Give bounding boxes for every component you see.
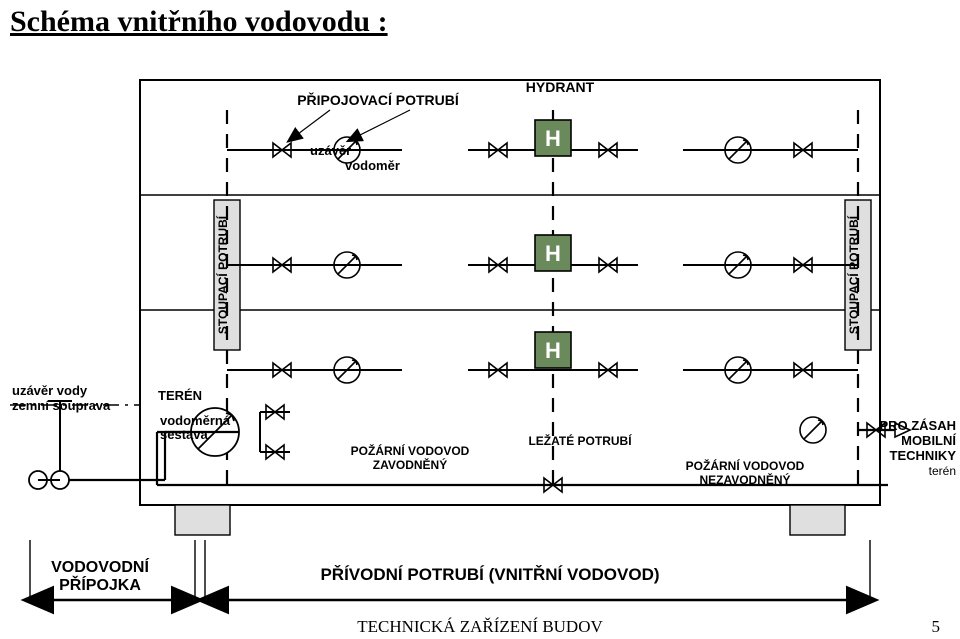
svg-text:TERÉN: TERÉN [158,388,202,403]
svg-text:vodoměr: vodoměr [345,158,400,173]
svg-text:5: 5 [932,617,941,636]
svg-text:PŘIPOJOVACÍ POTRUBÍ: PŘIPOJOVACÍ POTRUBÍ [297,91,460,108]
svg-text:PŘÍPOJKA: PŘÍPOJKA [59,575,141,594]
svg-text:H: H [545,241,561,266]
svg-text:terén: terén [929,464,956,478]
diagram-svg: STOUPACÍ POTRUBÍSTOUPACÍ POTRUBÍ HHH HYD… [0,0,960,639]
svg-text:POŽÁRNÍ VODOVOD: POŽÁRNÍ VODOVOD [686,458,805,473]
svg-text:TECHNICKÁ ZAŘÍZENÍ BUDOV: TECHNICKÁ ZAŘÍZENÍ BUDOV [357,617,603,636]
svg-text:TECHNIKY: TECHNIKY [890,448,957,463]
svg-text:sestava: sestava [160,427,208,442]
svg-text:uzávěr: uzávěr [310,143,351,158]
svg-text:MOBILNÍ: MOBILNÍ [901,433,956,448]
svg-text:POŽÁRNÍ VODOVOD: POŽÁRNÍ VODOVOD [351,443,470,458]
svg-text:PRO ZÁSAH: PRO ZÁSAH [879,418,956,433]
svg-text:H: H [545,126,561,151]
svg-text:HYDRANT: HYDRANT [526,79,595,95]
svg-text:PŘÍVODNÍ POTRUBÍ (VNITŘNÍ VODO: PŘÍVODNÍ POTRUBÍ (VNITŘNÍ VODOVOD) [320,565,659,584]
svg-text:vodoměrná: vodoměrná [160,413,231,428]
svg-text:NEZAVODNĚNÝ: NEZAVODNĚNÝ [699,472,790,487]
svg-text:VODOVODNÍ: VODOVODNÍ [51,557,149,576]
building-box [140,80,880,505]
svg-text:H: H [545,338,561,363]
svg-text:uzávěr vody: uzávěr vody [12,383,88,398]
svg-text:ZAVODNĚNÝ: ZAVODNĚNÝ [373,457,447,472]
svg-text:LEŽATÉ POTRUBÍ: LEŽATÉ POTRUBÍ [528,433,632,448]
svg-text:zemní souprava: zemní souprava [12,398,111,413]
